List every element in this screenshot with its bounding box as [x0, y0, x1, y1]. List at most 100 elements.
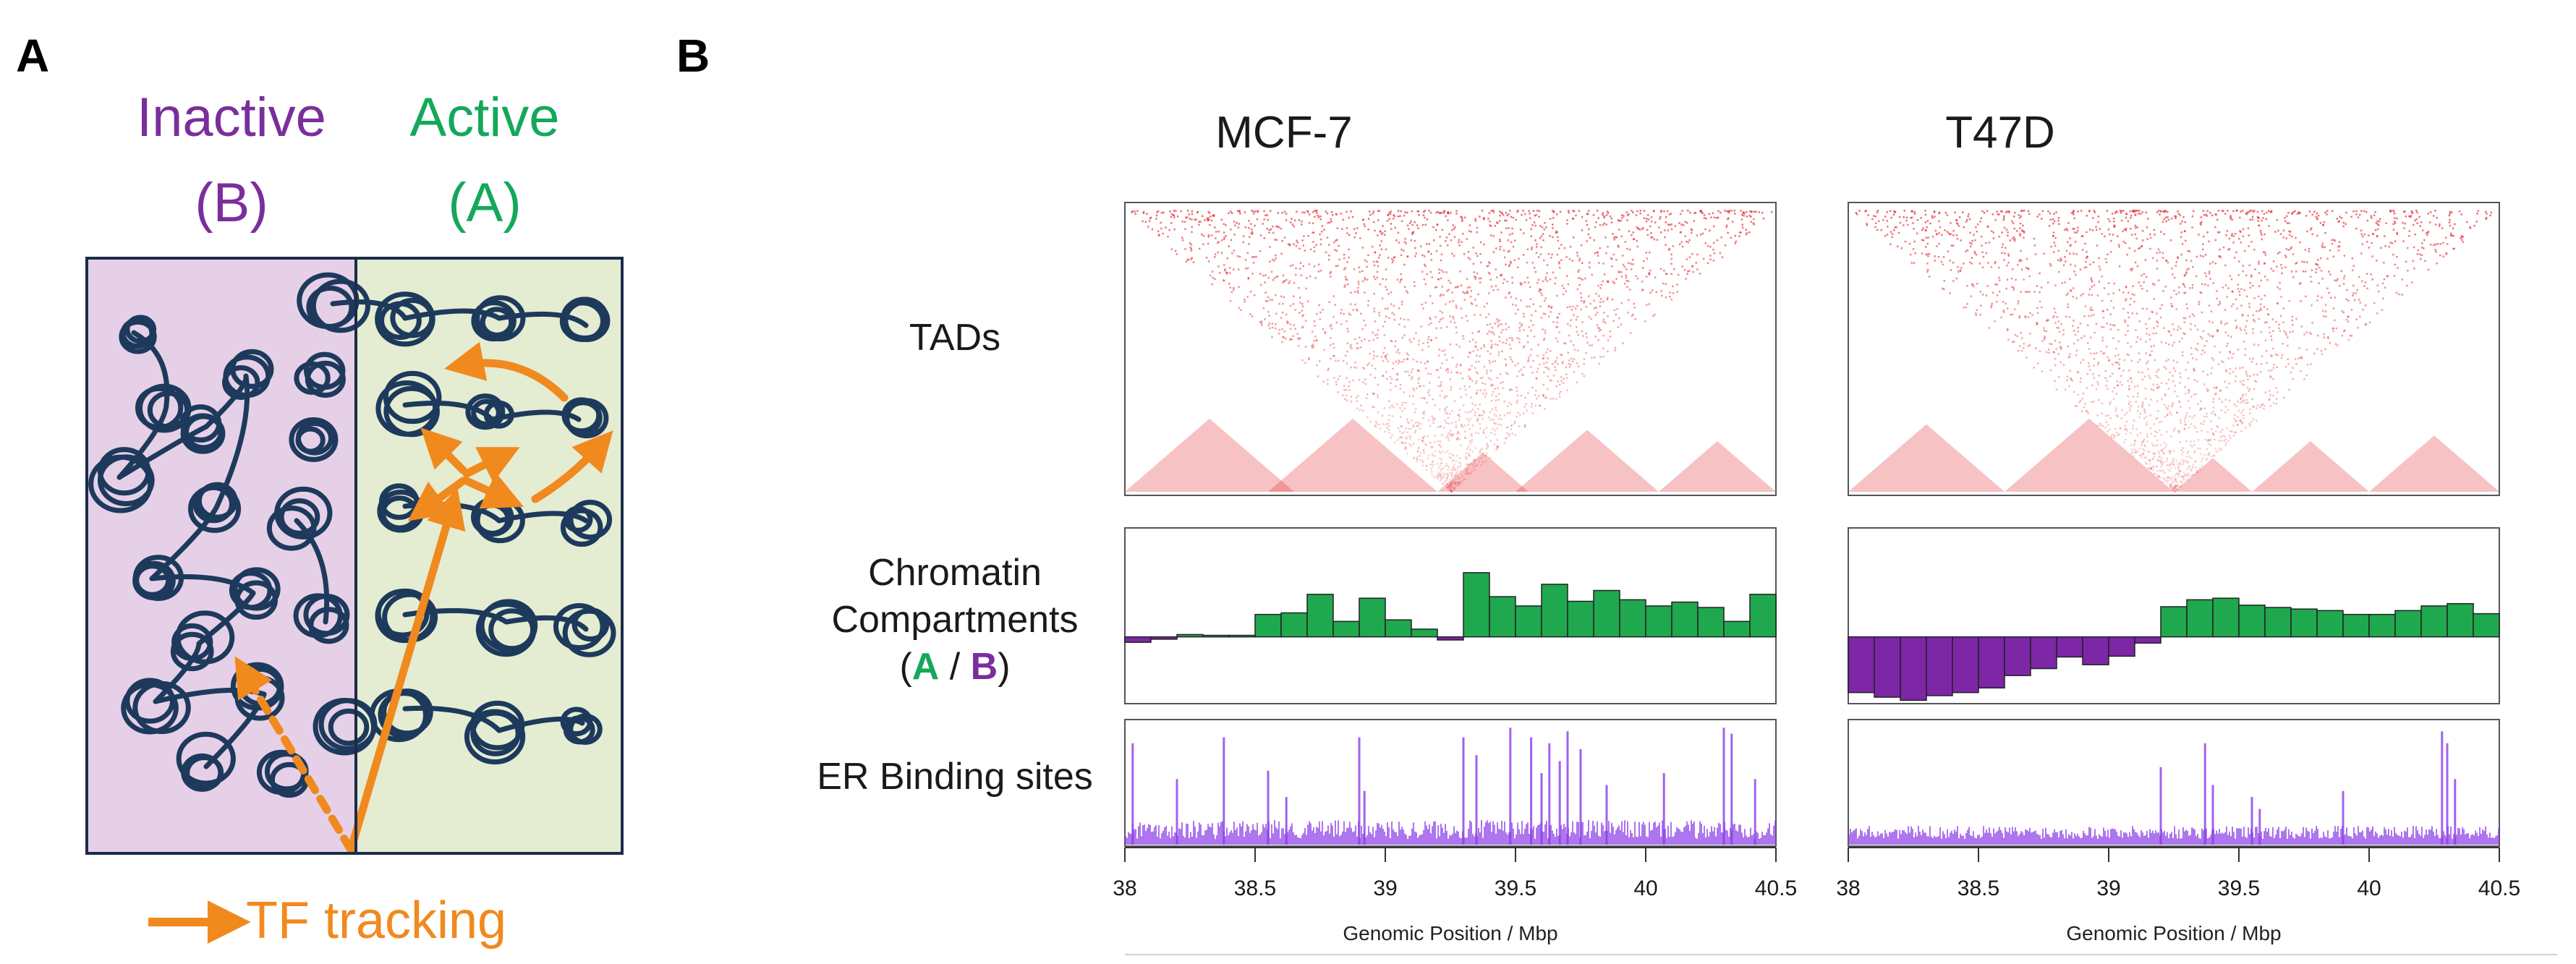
mcf7-compartment-chart	[1124, 527, 1777, 704]
t47d-tick-labels: 38 38.5 39 39.5 40 40.5	[1836, 876, 2520, 905]
tad-domain	[1659, 440, 1776, 492]
compartment-bar	[2447, 602, 2474, 638]
mcf7-er-chart	[1124, 719, 1777, 847]
mcf7-tad-heatmap	[1124, 202, 1777, 496]
tad-domain	[1437, 452, 1529, 492]
compartment-bar	[2473, 613, 2500, 638]
compartment-bar	[2238, 605, 2266, 638]
x-tick-label: 38.5	[1233, 876, 1277, 900]
mcf7-x-axis-title: Genomic Position / Mbp	[1343, 922, 1558, 944]
compartment-bar	[2082, 636, 2109, 665]
chromatin-loop	[121, 678, 191, 735]
tf-cluster-arrow-2	[462, 447, 520, 483]
chromatin-linker	[402, 705, 502, 733]
compartment-bar	[1848, 636, 1875, 694]
compartment-bar	[1926, 636, 1953, 696]
compartment-bar	[2290, 608, 2318, 638]
compartment-bar	[2420, 605, 2448, 638]
chromatin-illustration	[85, 257, 624, 944]
chromatin-linker	[116, 402, 169, 480]
compartment-bar	[1697, 607, 1725, 638]
x-tick-label: 38	[1113, 876, 1137, 900]
t47d-compartment-chart	[1848, 527, 2500, 704]
chromatin-linker	[496, 511, 589, 524]
chromatin-linker	[116, 424, 209, 480]
paren-open: (	[899, 646, 912, 688]
compartment-bar	[1541, 584, 1568, 638]
chromatin-loop	[560, 500, 613, 547]
compartments-label-line2: Compartments	[831, 599, 1079, 641]
tf-cluster-arrow-3	[462, 472, 524, 509]
inactive-label: Inactive (B)	[101, 85, 362, 235]
inactive-word: Inactive	[137, 87, 326, 148]
panel-b-letter: B	[676, 30, 710, 82]
chromatin-loop	[88, 447, 155, 513]
x-tick-label: 39.5	[1494, 876, 1537, 900]
t47d-er-chart	[1848, 719, 2500, 847]
chromatin-fibers	[88, 272, 616, 798]
tf-main-arrow	[347, 487, 466, 854]
chromatin-loop	[560, 707, 603, 746]
compartment-bar	[1671, 601, 1699, 638]
tad-frame	[1848, 202, 2500, 496]
compartment-bar	[2186, 599, 2214, 638]
er-frame	[1848, 719, 2500, 847]
chromatin-loop	[293, 593, 350, 644]
compartments-label-line3: (A / B)	[760, 644, 1150, 691]
mcf7-title: MCF-7	[1215, 108, 1353, 158]
x-tick-label: 40.5	[1754, 876, 1798, 900]
mcf7-tick-labels: 38 38.5 39 39.5 40 40.5	[1113, 876, 1797, 905]
chromatin-loop	[119, 315, 157, 354]
compartment-bar	[1202, 634, 1230, 638]
compartment-bar	[1874, 636, 1901, 698]
tad-domain	[2005, 418, 2174, 492]
chromatin-loop	[375, 291, 435, 347]
chromatin-linker	[496, 311, 589, 328]
tads-row-label: TADs	[909, 317, 1001, 359]
compartment-bar	[1385, 619, 1412, 638]
t47d-tad-heatmap	[1848, 202, 2500, 496]
chromatin-loop	[559, 297, 611, 343]
compartment-bar	[2030, 636, 2057, 670]
compartment-bar	[1124, 636, 1152, 643]
chromatin-loop	[313, 697, 378, 756]
tf-cluster-arrow-1	[420, 427, 467, 474]
compartment-bar	[1900, 636, 1927, 701]
chromatin-loop	[294, 351, 346, 398]
chromatin-loop	[179, 404, 226, 454]
chromatin-linker	[489, 409, 582, 422]
tf-right-arrow	[531, 430, 613, 503]
compartment-bar	[1749, 594, 1777, 638]
compartment-bar	[1515, 605, 1542, 638]
chromatin-linker	[402, 308, 502, 321]
compartment-bar	[2368, 613, 2396, 638]
chromatin-loop	[553, 602, 616, 657]
compartment-bar	[1228, 634, 1256, 638]
paren-close: )	[998, 646, 1011, 688]
chromatin-linker	[153, 641, 202, 704]
x-tick-label: 40	[2357, 876, 2381, 900]
tf-dotted-arrow	[234, 656, 355, 854]
tad-dots	[1131, 210, 1773, 493]
inactive-code: (B)	[195, 171, 268, 234]
chromatin-loop	[375, 370, 442, 438]
compartment-bar	[1411, 628, 1438, 638]
tad-domain	[2369, 435, 2499, 492]
tf-cluster-arrow-4	[407, 477, 467, 521]
chromatin-loop	[475, 599, 538, 657]
compartment-bar	[1280, 612, 1308, 638]
t47d-title: T47D	[1945, 108, 2055, 158]
er-background-signal	[1848, 826, 2499, 845]
compartment-bar	[2134, 636, 2161, 644]
compartment-bar	[2316, 610, 2344, 638]
compartment-bar	[2212, 597, 2240, 638]
compartment-slash: /	[939, 646, 971, 688]
compartment-bar	[1567, 600, 1594, 638]
compartment-bar	[1619, 599, 1646, 638]
chromatin-loop	[266, 486, 333, 551]
compartment-bar	[2004, 636, 2031, 676]
tf-tracking-arrows	[234, 341, 613, 854]
compartment-bar	[1489, 596, 1516, 638]
x-tick-label: 39.5	[2217, 876, 2261, 900]
x-tick-label: 38.5	[1957, 876, 2000, 900]
